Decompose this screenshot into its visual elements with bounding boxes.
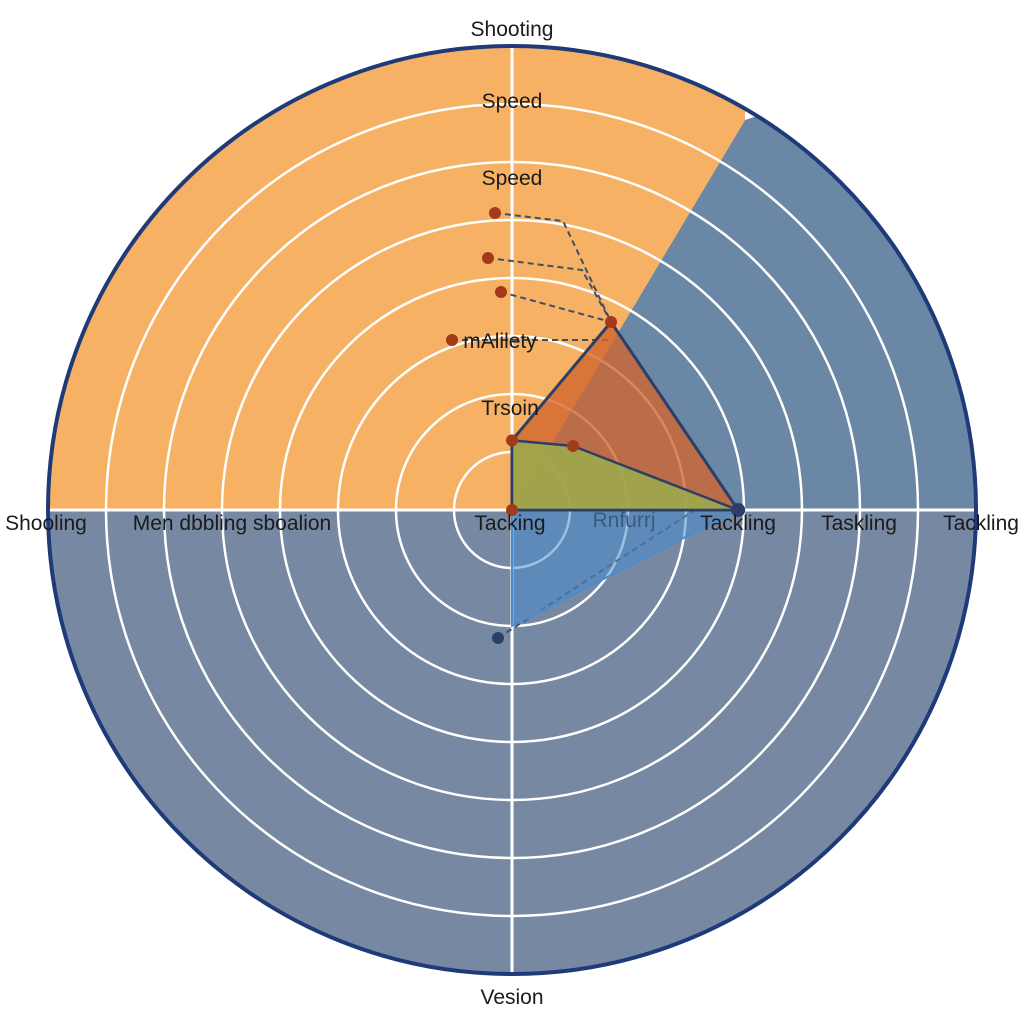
data-point-marker: [731, 503, 746, 517]
data-point-marker: [446, 334, 458, 346]
data-point-marker: [492, 632, 504, 644]
data-point-marker: [495, 286, 507, 298]
axis-label-left-inner: Men dbbling sboalion: [133, 512, 331, 535]
data-point-marker: [506, 434, 518, 447]
dashed-leader-line: [487, 257, 612, 323]
data-point-marker: [489, 207, 501, 219]
data-point-marker: [506, 504, 518, 516]
outer-ring: [46, 44, 978, 976]
axis-label-right-3: Tackling: [943, 512, 1019, 535]
data-point-marker: [567, 440, 579, 452]
axis-label-bottom: Vesion: [480, 986, 543, 1009]
axis-label-left: Shooling: [5, 512, 87, 535]
dashed-leaders: [452, 212, 699, 639]
axis-label-center-right: Rnfurrj: [592, 509, 655, 532]
axis-label-right-2: Taskling: [821, 512, 897, 535]
ring-label-agility: mAlilety: [463, 330, 537, 353]
data-point-marker: [605, 316, 617, 328]
dashed-leader-line: [494, 212, 612, 323]
axis-label-right-1: Tackling: [700, 512, 776, 535]
ring-label-trsoin: Trsoin: [481, 397, 539, 420]
axis-label-center: Tacking: [474, 512, 545, 535]
ring-label-speed-1: Speed: [482, 90, 543, 113]
axis-label-top: Shooting: [471, 18, 554, 41]
data-point-marker: [482, 252, 494, 264]
dashed-leader-line: [500, 291, 612, 323]
ring-label-speed-2: Speed: [482, 167, 543, 190]
